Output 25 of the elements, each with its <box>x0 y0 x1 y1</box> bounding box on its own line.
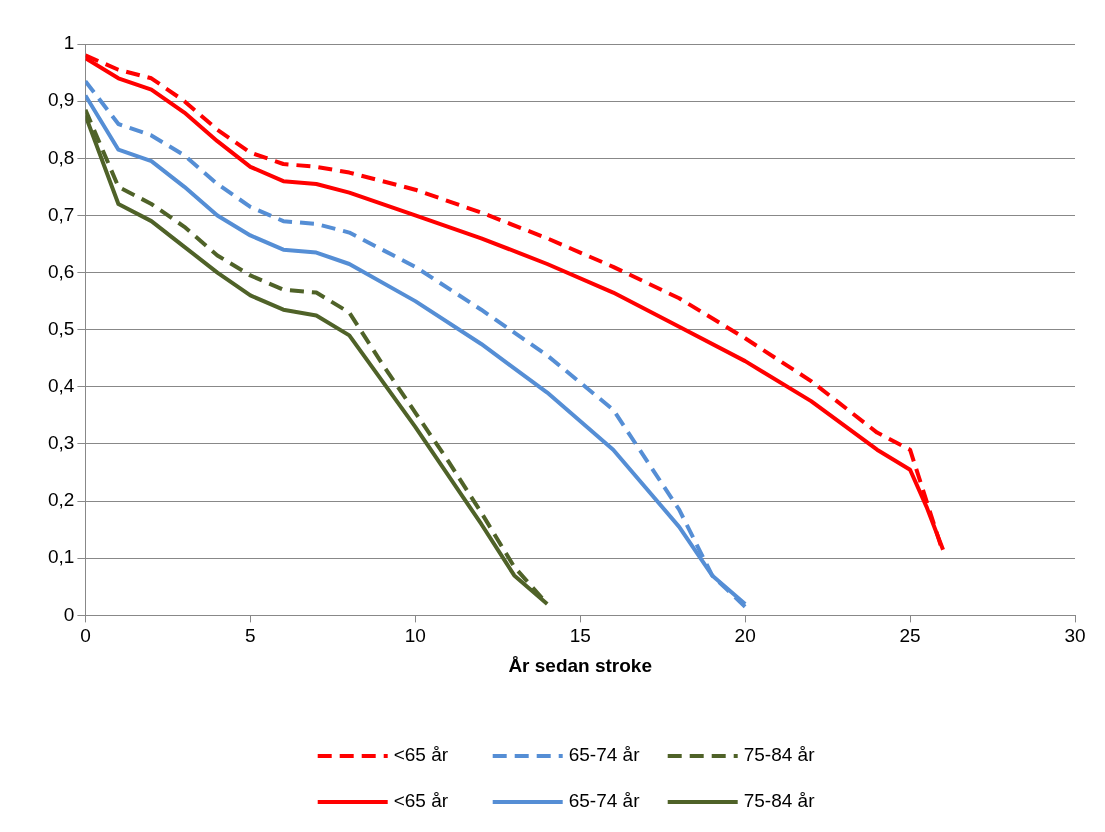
y-tick-label: 0 <box>63 603 75 625</box>
y-tick-label: 0,8 <box>47 146 75 168</box>
y-tick-label: 0,9 <box>47 89 75 111</box>
legend-label: <65 år <box>393 744 449 766</box>
x-tick-label: 15 <box>569 625 591 647</box>
y-tick-label: 0,1 <box>47 546 75 568</box>
x-tick-label: 25 <box>899 625 921 647</box>
y-tick-label: 0,3 <box>47 432 75 454</box>
x-tick-label: 0 <box>80 625 91 647</box>
x-axis-title: År sedan stroke <box>508 654 653 676</box>
legend-label: 75-84 år <box>743 790 816 812</box>
legend-label: 65-74 år <box>568 790 641 812</box>
legend-label: <65 år <box>393 790 449 812</box>
x-tick-label: 20 <box>734 625 756 647</box>
y-tick-label: 0,2 <box>47 489 75 511</box>
y-tick-label: 0,7 <box>47 203 75 225</box>
x-tick-label: 30 <box>1064 625 1086 647</box>
y-tick-label: 1 <box>63 32 75 54</box>
legend-label: 65-74 år <box>568 744 641 766</box>
y-tick-label: 0,6 <box>47 260 75 282</box>
x-tick-label: 10 <box>404 625 426 647</box>
y-tick-label: 0,5 <box>47 317 75 339</box>
x-tick-label: 5 <box>245 625 256 647</box>
y-tick-label: 0,4 <box>47 375 75 397</box>
legend-label: 75-84 år <box>743 744 816 766</box>
